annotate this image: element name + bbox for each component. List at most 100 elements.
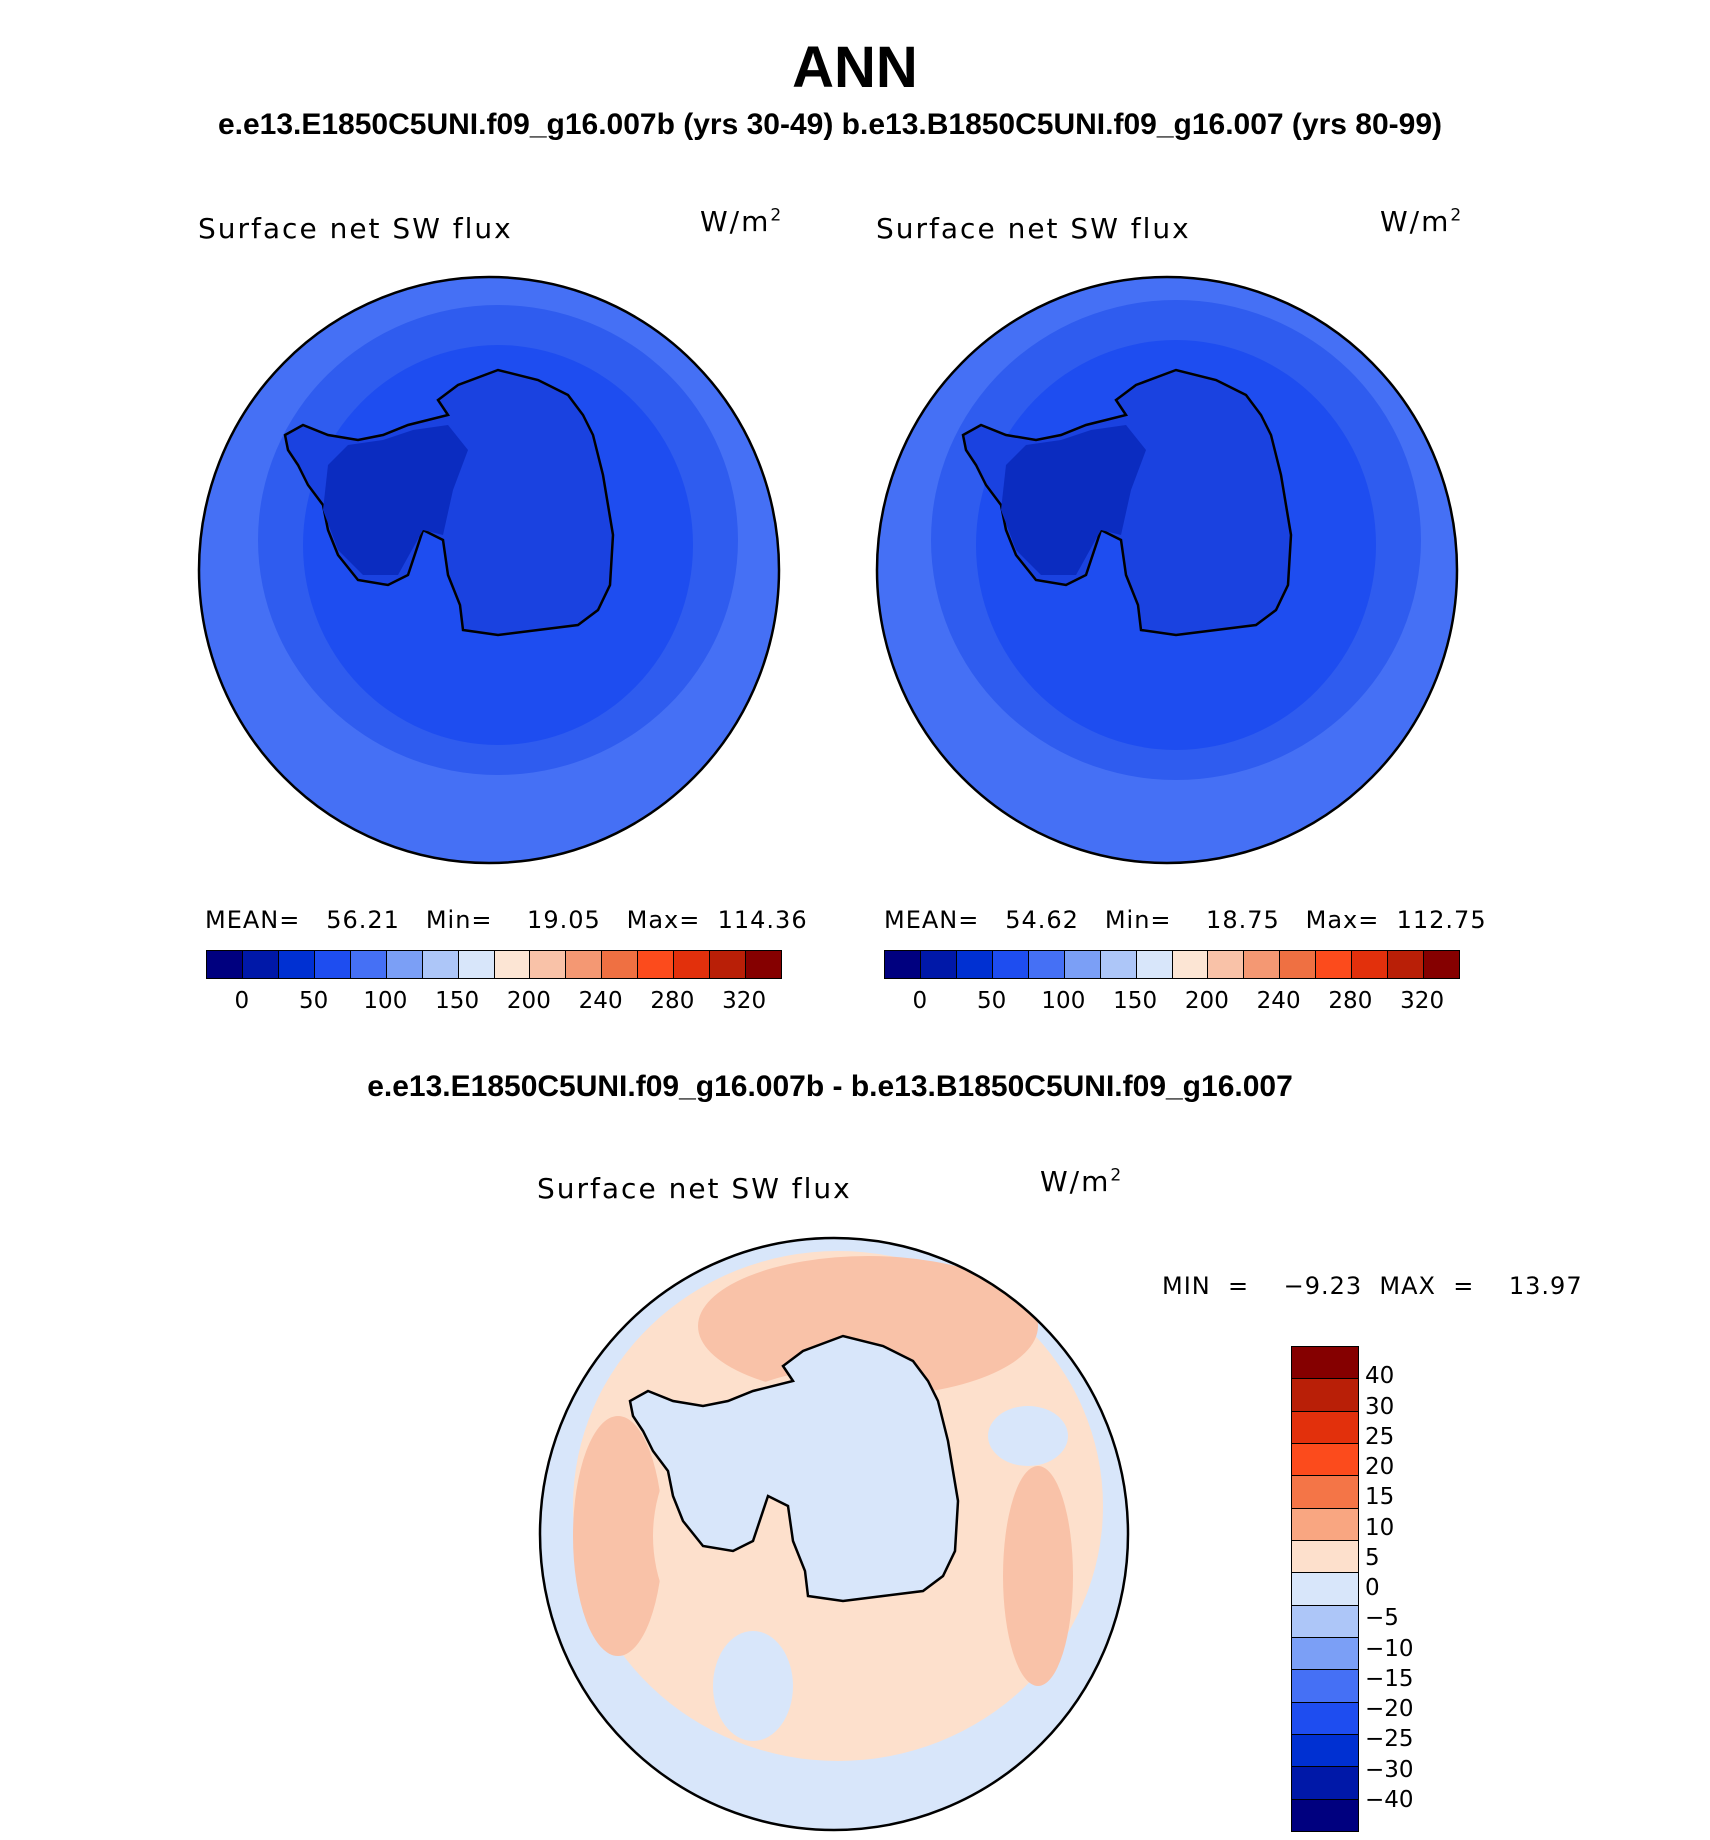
panel3-colorbar	[1291, 1346, 1359, 1832]
diff-title: e.e13.E1850C5UNI.f09_g16.007b - b.e13.B1…	[367, 1070, 1293, 1103]
colorbar-box	[746, 951, 781, 978]
colorbar-tick-label: 200	[506, 988, 551, 1014]
colorbar-box	[422, 951, 459, 978]
colorbar-box	[885, 951, 921, 978]
colorbar-box	[278, 951, 315, 978]
panel1-unit: W/m2	[700, 205, 784, 238]
colorbar-box	[1100, 951, 1137, 978]
colorbar-tick-label: −20	[1365, 1696, 1414, 1722]
panel1-stats: MEAN= 56.21 Min= 19.05 Max= 114.36	[205, 906, 808, 934]
colorbar-tick-label: 0	[234, 988, 250, 1014]
colorbar-tick-label: 240	[1256, 988, 1301, 1014]
colorbar-box	[1292, 1799, 1358, 1831]
case-title: e.e13.E1850C5UNI.f09_g16.007b (yrs 30-49…	[217, 108, 1443, 141]
panel1-colorbar	[206, 950, 782, 979]
colorbar-box	[1424, 951, 1459, 978]
colorbar-box	[1292, 1637, 1358, 1671]
colorbar-tick-label: 280	[650, 988, 695, 1014]
colorbar-tick-label: 240	[578, 988, 623, 1014]
colorbar-tick-label: 0	[1365, 1575, 1380, 1601]
colorbar-box	[710, 951, 747, 978]
colorbar-tick-label: 320	[1400, 988, 1445, 1014]
colorbar-box	[1388, 951, 1425, 978]
colorbar-tick-label: 100	[1041, 988, 1086, 1014]
panel3-unit: W/m2	[1040, 1165, 1124, 1198]
colorbar-box	[1352, 951, 1389, 978]
colorbar-tick-label: −30	[1365, 1756, 1414, 1783]
panel3-map	[538, 1236, 1130, 1832]
colorbar-box	[566, 951, 603, 978]
colorbar-box	[1292, 1347, 1358, 1380]
panel3-stats: MIN = −9.23 MAX = 13.97	[1162, 1272, 1583, 1300]
colorbar-tick-label: 30	[1365, 1393, 1395, 1420]
panel3-map-border	[538, 1236, 1130, 1832]
colorbar-tick-label: 50	[976, 988, 1007, 1014]
colorbar-tick-label: 320	[722, 988, 767, 1014]
panel2-colorbar	[884, 950, 1460, 979]
colorbar-box	[1292, 1573, 1358, 1606]
panel2-map-border	[875, 275, 1459, 865]
colorbar-tick-label: 150	[435, 988, 480, 1014]
colorbar-box	[992, 951, 1029, 978]
colorbar-tick-label: 150	[1113, 988, 1158, 1014]
colorbar-box	[956, 951, 993, 978]
colorbar-box	[674, 951, 711, 978]
colorbar-tick-label: 100	[363, 988, 408, 1014]
colorbar-box	[386, 951, 423, 978]
colorbar-box	[1292, 1734, 1358, 1768]
colorbar-box	[1292, 1476, 1358, 1509]
colorbar-box	[458, 951, 495, 978]
colorbar-box	[1292, 1379, 1358, 1412]
colorbar-box	[1280, 951, 1317, 978]
colorbar-tick-label: −40	[1365, 1786, 1414, 1813]
panel1-map	[197, 275, 781, 865]
colorbar-tick-label: 50	[298, 988, 329, 1014]
colorbar-box	[1292, 1540, 1358, 1574]
panel3-label: Surface net SW flux	[537, 1172, 852, 1205]
colorbar-box	[207, 951, 243, 978]
colorbar-tick-label: 200	[1184, 988, 1229, 1014]
panel1-label: Surface net SW flux	[198, 212, 513, 245]
colorbar-box	[242, 951, 279, 978]
colorbar-box	[530, 951, 567, 978]
colorbar-box	[1292, 1605, 1358, 1638]
colorbar-box	[1208, 951, 1245, 978]
colorbar-box	[1292, 1508, 1358, 1541]
colorbar-tick-label: 15	[1365, 1484, 1395, 1511]
colorbar-tick-label: 5	[1365, 1544, 1380, 1571]
colorbar-box	[602, 951, 639, 978]
panel2-west-ice	[1001, 425, 1146, 575]
panel1-west-ice	[323, 425, 468, 575]
colorbar-box	[494, 951, 531, 978]
panel3-antarctica	[628, 1334, 960, 1603]
colorbar-box	[1292, 1670, 1358, 1703]
main-title: ANN	[792, 35, 918, 100]
colorbar-tick-label: 280	[1328, 988, 1373, 1014]
colorbar-box	[1244, 951, 1281, 978]
panel2-unit: W/m2	[1380, 205, 1464, 238]
panel2-label: Surface net SW flux	[876, 212, 1191, 245]
colorbar-box	[1028, 951, 1065, 978]
colorbar-box	[920, 951, 957, 978]
colorbar-box	[1292, 1443, 1358, 1477]
colorbar-tick-label: −15	[1365, 1665, 1414, 1692]
colorbar-box	[1316, 951, 1353, 978]
colorbar-box	[1064, 951, 1101, 978]
colorbar-box	[638, 951, 675, 978]
panel1-map-border	[197, 275, 781, 865]
colorbar-box	[1292, 1767, 1358, 1800]
colorbar-box	[1172, 951, 1209, 978]
colorbar-tick-label: 40	[1365, 1363, 1395, 1390]
colorbar-box	[1292, 1702, 1358, 1735]
panel2-stats: MEAN= 54.62 Min= 18.75 Max= 112.75	[884, 906, 1487, 934]
colorbar-tick-label: −25	[1365, 1726, 1414, 1753]
colorbar-tick-label: 10	[1365, 1514, 1395, 1541]
colorbar-tick-label: 20	[1365, 1454, 1395, 1480]
colorbar-box	[1292, 1411, 1358, 1444]
colorbar-tick-label: −5	[1365, 1605, 1399, 1632]
colorbar-box	[1136, 951, 1173, 978]
colorbar-tick-label: 25	[1365, 1423, 1395, 1450]
colorbar-box	[350, 951, 387, 978]
panel2-map	[875, 275, 1459, 865]
colorbar-box	[314, 951, 351, 978]
